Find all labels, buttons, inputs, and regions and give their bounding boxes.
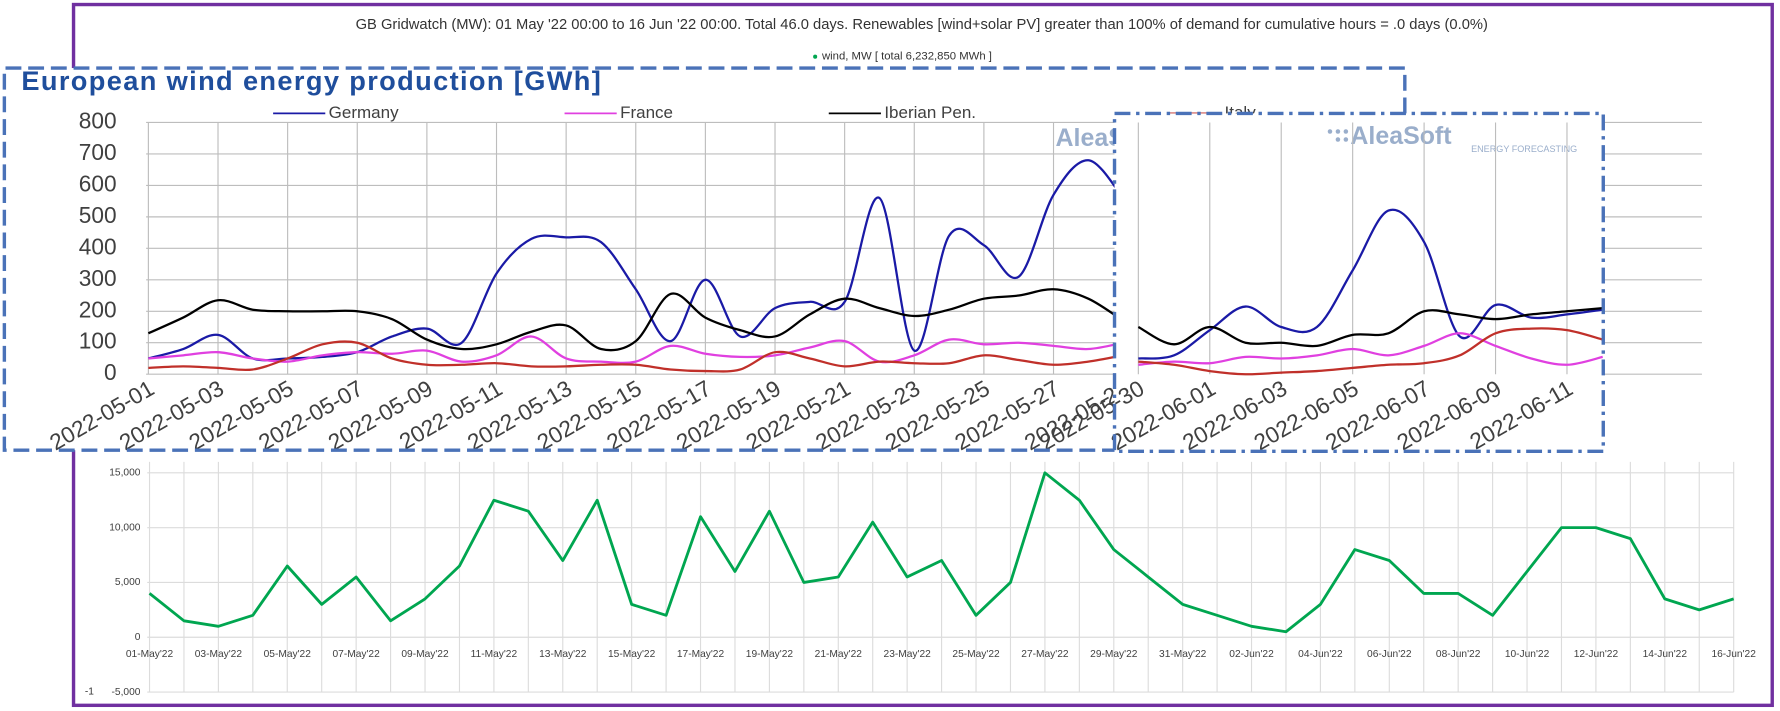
legend-label: France (620, 103, 673, 122)
series-line (148, 159, 1125, 362)
y-tick-label: 15,000 (109, 468, 140, 479)
x-tick-label: 01-May'22 (126, 649, 174, 660)
y-tick-label: 200 (79, 296, 117, 322)
overlay-background (1114, 113, 1604, 452)
x-tick-label: 17-May'22 (677, 649, 725, 660)
eu-title: European wind energy production [GWh] (21, 65, 602, 96)
x-tick-label: 16-Jun'22 (1711, 649, 1756, 660)
x-tick-label: 21-May'22 (815, 649, 863, 660)
x-tick-label: 15-May'22 (608, 649, 656, 660)
gb-title: GB Gridwatch (MW): 01 May '22 00:00 to 1… (356, 17, 1488, 33)
x-tick-label: 11-May'22 (471, 649, 518, 660)
overlay-box-border (1112, 111, 1605, 454)
x-tick-label: 27-May'22 (1021, 649, 1069, 660)
x-tick-label: 03-May'22 (195, 649, 243, 660)
x-tick-label: 13-May'22 (539, 649, 587, 660)
x-tick-label: 04-Jun'22 (1298, 649, 1343, 660)
y-tick-label: 600 (79, 170, 117, 196)
y-tick-label: 500 (79, 202, 117, 228)
legend-dot (813, 54, 818, 59)
legend-label: Iberian Pen. (884, 103, 976, 122)
x-tick-label: 29-May'22 (1090, 649, 1138, 660)
series-line (1137, 306, 1603, 348)
y-tick-label: 10,000 (109, 522, 140, 533)
y-tick-label: 0 (135, 632, 141, 643)
series-line (148, 335, 1124, 365)
annotation: -1 (85, 686, 94, 697)
y-tick-label: 300 (79, 265, 117, 291)
series-line (148, 471, 1735, 634)
x-tick-label: 10-Jun'22 (1505, 649, 1550, 660)
watermark-icon (1327, 129, 1349, 142)
overlay-chart: AleaSoft ENERGY FORECASTING 2022-05-3020… (1035, 113, 1604, 455)
y-tick-label: 700 (79, 139, 117, 165)
x-tick-label: 23-May'22 (884, 649, 932, 660)
y-tick-label: 400 (79, 233, 117, 259)
series-line (1138, 327, 1603, 376)
x-tick-label: 25-May'22 (952, 649, 1000, 660)
legend-label: Germany (329, 103, 399, 122)
y-tick-label: -5,000 (112, 687, 141, 698)
legend-label: wind, MW [ total 6,232,850 MWh ] (821, 51, 992, 63)
x-tick-label: 08-Jun'22 (1436, 649, 1481, 660)
x-tick-label: 12-Jun'22 (1574, 649, 1619, 660)
x-tick-label: 31-May'22 (1159, 649, 1207, 660)
x-tick-label: 14-Jun'22 (1643, 649, 1688, 660)
watermark-sub: ENERGY FORECASTING (1471, 144, 1577, 154)
y-tick-label: 0 (104, 359, 117, 385)
series-line (148, 340, 1124, 373)
x-tick-label: 09-May'22 (401, 649, 449, 660)
gb-chart: -5,000 0 5,000 10,000 15,000 01-May'22 03-May'… (109, 461, 1756, 698)
x-tick-label: 07-May'22 (333, 649, 381, 660)
x-tick-label: 05-May'22 (264, 649, 312, 660)
series-line (1138, 332, 1603, 366)
y-tick-label: 800 (79, 107, 117, 133)
x-tick-label: 02-Jun'22 (1229, 649, 1274, 660)
watermark: AleaSoft (1350, 122, 1451, 150)
series-line (147, 288, 1124, 352)
x-tick-label: 06-Jun'22 (1367, 649, 1412, 660)
eu-box-border (2, 66, 1407, 452)
y-tick-label: 5,000 (115, 577, 141, 588)
x-tick-label: 19-May'22 (746, 649, 794, 660)
y-tick-label: 100 (79, 328, 117, 354)
